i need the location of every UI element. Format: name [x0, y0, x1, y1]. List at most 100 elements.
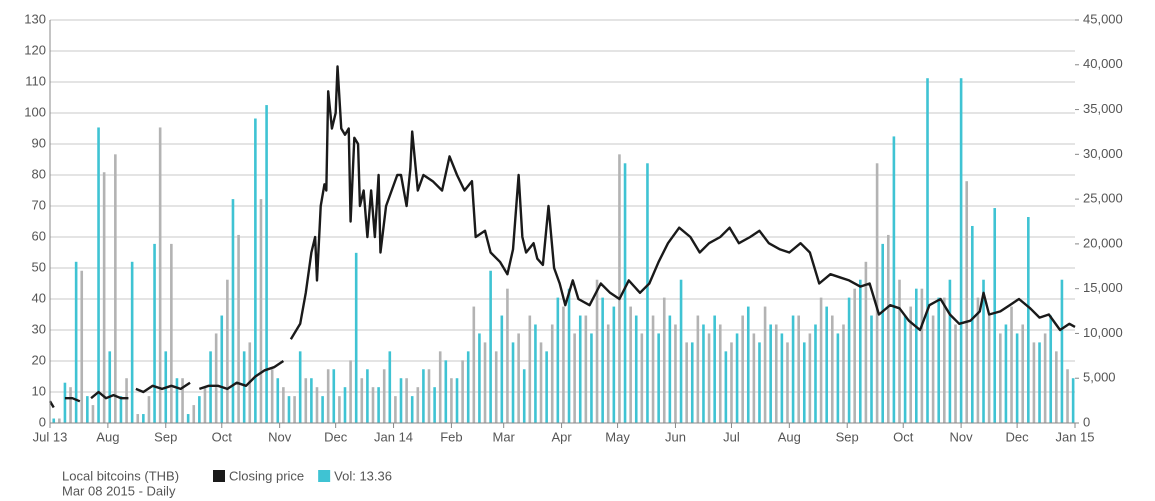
volume-bar — [741, 315, 744, 423]
y2-tick-label: 20,000 — [1083, 235, 1123, 250]
volume-bar — [489, 270, 492, 423]
volume-bar — [517, 333, 520, 423]
legend-swatch — [318, 470, 331, 482]
legend-label: Closing price — [229, 468, 304, 483]
volume-bar — [646, 163, 649, 424]
volume-bar — [702, 324, 705, 423]
volume-bar — [909, 306, 913, 423]
volume-bar — [186, 414, 190, 423]
volume-bar — [808, 333, 812, 423]
volume-bar — [696, 315, 700, 423]
volume-bar — [590, 333, 593, 423]
volume-bar — [847, 297, 851, 423]
x-tick-label: Oct — [212, 429, 233, 444]
volume-bar — [1021, 324, 1025, 423]
volume-bar — [80, 270, 84, 423]
volume-bar — [74, 261, 78, 423]
volume-bar — [634, 315, 638, 423]
volume-bars — [52, 78, 1075, 424]
volume-bar — [651, 315, 655, 423]
volume-bar — [814, 324, 817, 423]
y-tick-label: 60 — [32, 228, 46, 243]
volume-bar — [438, 351, 442, 423]
volume-bar — [802, 342, 806, 423]
volume-bar — [1055, 351, 1058, 423]
y-tick-label: 120 — [24, 42, 46, 57]
volume-bar — [959, 78, 963, 423]
volume-bar — [354, 252, 358, 423]
volume-bar — [993, 208, 997, 423]
volume-bar — [410, 396, 414, 423]
volume-bar — [618, 154, 621, 424]
volume-bar — [539, 342, 543, 423]
volume-bar — [416, 387, 420, 423]
volume-bar — [287, 396, 291, 423]
volume-bar — [450, 378, 453, 423]
volume-bar — [506, 288, 509, 423]
volume-bar — [926, 78, 929, 423]
volume-bar — [338, 396, 341, 423]
volume-bar — [511, 342, 515, 423]
volume-bar — [58, 418, 61, 423]
volume-bar — [758, 342, 761, 423]
volume-bar — [786, 342, 789, 423]
volume-bar — [270, 369, 274, 423]
x-tick-label: Jan 15 — [1055, 429, 1094, 444]
volume-bar — [422, 369, 425, 423]
volume-bar — [870, 315, 873, 423]
volume-bar — [987, 315, 991, 423]
volume-bar — [293, 396, 296, 423]
volume-bar — [640, 333, 644, 423]
y-tick-label: 90 — [32, 135, 46, 150]
volume-bar — [310, 378, 313, 423]
volume-bar — [791, 315, 795, 423]
volume-bar — [534, 324, 537, 423]
x-tick-label: Aug — [778, 429, 801, 444]
volume-bar — [858, 279, 862, 423]
volume-bar — [881, 243, 884, 423]
volume-bar — [97, 127, 100, 423]
volume-bar — [203, 387, 207, 423]
volume-bar — [119, 396, 123, 423]
volume-bar — [399, 378, 403, 423]
volume-bar — [948, 279, 952, 423]
volume-bar — [954, 324, 957, 423]
x-tick-label: Sep — [836, 429, 859, 444]
x-tick-label: Oct — [893, 429, 914, 444]
y-tick-label: 50 — [32, 259, 46, 274]
volume-bar — [405, 378, 408, 423]
y-tick-label: 70 — [32, 197, 46, 212]
volume-bar — [886, 234, 890, 423]
volume-bar — [842, 324, 845, 423]
y2-tick-label: 5,000 — [1083, 370, 1116, 385]
y-tick-label: 0 — [39, 414, 46, 429]
volume-bar — [466, 351, 470, 423]
volume-bar — [433, 387, 436, 423]
volume-bar — [573, 333, 576, 423]
y2-tick-label: 35,000 — [1083, 101, 1123, 116]
volume-bar — [298, 351, 302, 423]
volume-bar — [388, 351, 392, 423]
volume-bar — [976, 297, 980, 423]
volume-bar — [394, 396, 397, 423]
volume-bar — [746, 306, 750, 423]
volume-bar — [853, 288, 856, 423]
volume-bar — [102, 172, 106, 423]
volume-bar — [1027, 217, 1030, 423]
volume-bar — [366, 369, 369, 423]
volume-bar — [685, 342, 688, 423]
volume-bar — [612, 306, 616, 423]
volume-bar — [282, 387, 285, 423]
y2-tick-label: 45,000 — [1083, 11, 1123, 26]
legend-swatch — [213, 470, 225, 482]
volume-bar — [1071, 378, 1075, 423]
x-tick-label: Nov — [268, 429, 292, 444]
volume-bar — [377, 387, 380, 423]
volume-bar — [595, 279, 599, 423]
volume-bar — [181, 378, 184, 423]
y2-tick-label: 10,000 — [1083, 325, 1123, 340]
volume-bar — [1038, 342, 1041, 423]
x-tick-label: Feb — [440, 429, 462, 444]
volume-bar — [864, 261, 868, 423]
volume-bar — [668, 315, 672, 423]
